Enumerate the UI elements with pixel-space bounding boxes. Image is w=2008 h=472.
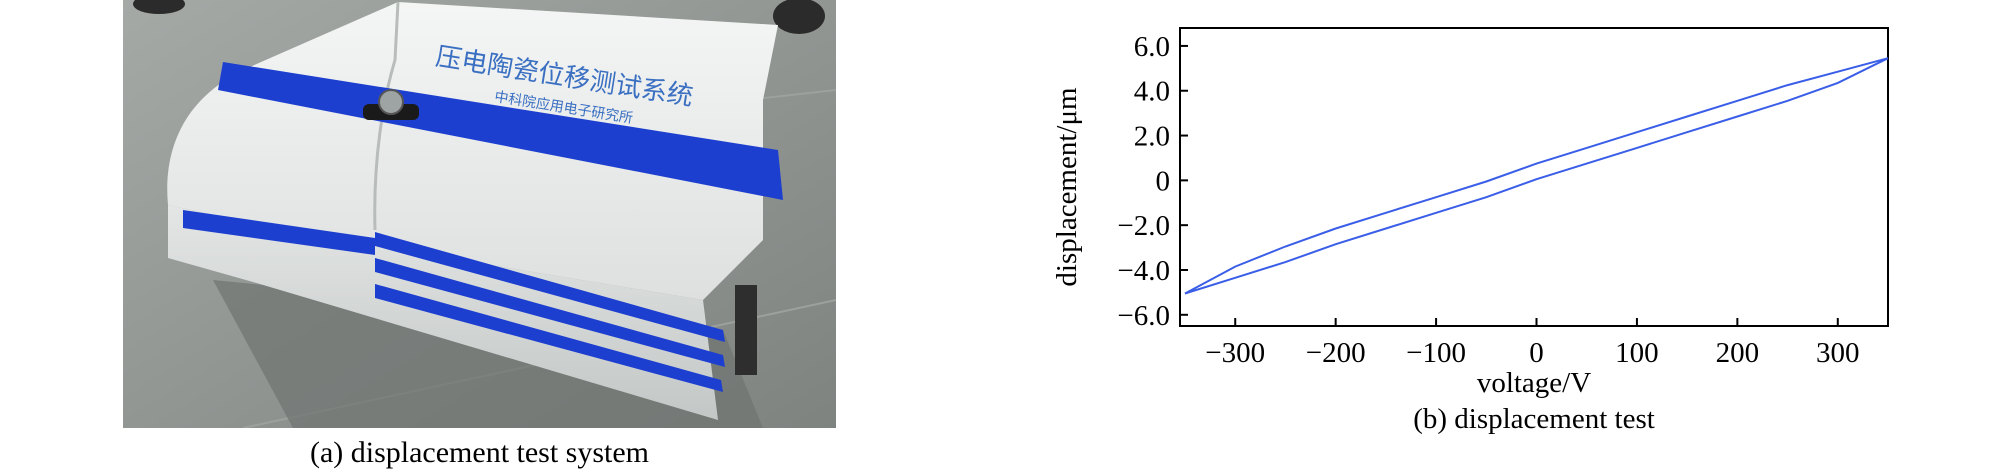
hysteresis-branch-1 <box>1184 57 1889 295</box>
top-stripe <box>218 62 783 200</box>
device-top <box>167 2 779 300</box>
x-tick-label: 100 <box>1615 337 1659 369</box>
hysteresis-chart: −300 −200 −100 0 100 200 300 −6.0 −4.0 −2.0 0 2.0 4.… <box>1051 27 1889 435</box>
x-tick-label: 300 <box>1816 337 1860 369</box>
x-tick-label: −200 <box>1306 337 1366 369</box>
caption-a: (a) displacement test system <box>309 436 650 469</box>
y-tick-label: 6.0 <box>1134 31 1170 63</box>
device-photo: 压电陶瓷位移测试系统 中科院应用电子研究所 <box>123 0 836 428</box>
plot-frame <box>1179 27 1889 327</box>
x-tick-label: −300 <box>1205 337 1265 369</box>
x-axis-label: voltage/V <box>1477 367 1591 399</box>
y-tick-label: 4.0 <box>1134 76 1170 108</box>
hysteresis-branch-2 <box>1184 57 1889 295</box>
y-tick-label: −2.0 <box>1117 210 1170 242</box>
caption-b: (b) displacement test <box>1413 403 1655 435</box>
x-tick-label: 0 <box>1529 337 1544 369</box>
chart-panel: −300 −200 −100 0 100 200 300 −6.0 −4.0 −2.0 0 2.0 4.… <box>1040 0 1920 440</box>
y-tick-label: 2.0 <box>1134 121 1170 153</box>
y-tick-label: −4.0 <box>1117 255 1170 287</box>
y-tick-label: 0 <box>1156 165 1171 197</box>
knob <box>378 89 404 115</box>
y-axis-label: displacement/μm <box>1051 87 1083 287</box>
table-hole <box>773 0 825 34</box>
y-tick-label: −6.0 <box>1117 300 1170 332</box>
photo-displacement-test-system: 压电陶瓷位移测试系统 中科院应用电子研究所 <box>123 0 836 428</box>
x-tick-label: 200 <box>1716 337 1760 369</box>
x-tick-label: −100 <box>1406 337 1466 369</box>
